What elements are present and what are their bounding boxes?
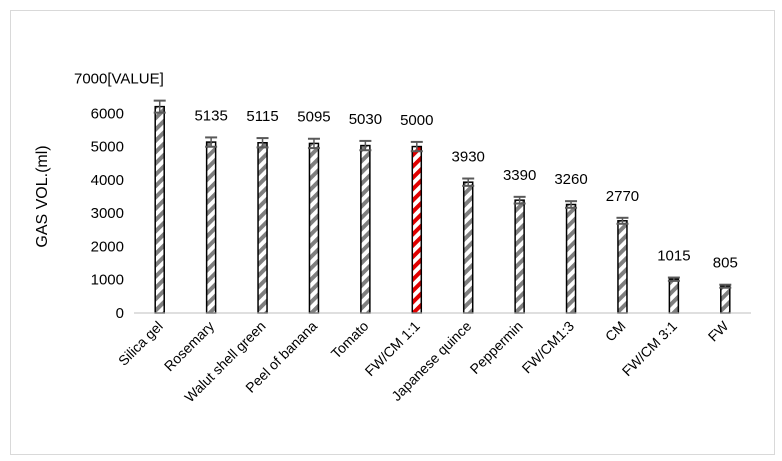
data-label: 3260 xyxy=(554,171,587,188)
data-labels: 7000[VALUE] 5135 5115 5095 5030 5000 3930 3390 3… xyxy=(74,71,738,272)
y-tick-label: 0 xyxy=(116,305,124,322)
data-label: 5000 xyxy=(400,112,433,129)
y-tick-label: 2000 xyxy=(91,238,124,255)
error-bar xyxy=(205,136,218,148)
bar xyxy=(462,181,474,314)
error-bar xyxy=(359,139,372,152)
y-axis: 0 1000 2000 3000 4000 5000 6000 xyxy=(91,105,124,322)
bar xyxy=(514,199,525,314)
error-bar xyxy=(307,137,320,150)
bar xyxy=(308,142,320,314)
data-label: 5030 xyxy=(349,111,382,128)
x-tick-label: Silica gel xyxy=(115,318,166,369)
y-tick-label: 5000 xyxy=(91,139,124,156)
error-bar xyxy=(410,140,423,153)
x-tick-label: CM xyxy=(602,318,629,345)
error-bar xyxy=(667,276,680,282)
x-tick-label: Tomato xyxy=(328,318,372,362)
error-bar xyxy=(462,177,475,187)
y-tick-label: 3000 xyxy=(91,205,124,222)
y-tick-label: 4000 xyxy=(91,172,124,189)
bar xyxy=(720,285,731,314)
bars xyxy=(153,99,732,314)
error-bar xyxy=(153,99,166,114)
x-tick-label: Peppermin xyxy=(467,318,526,377)
data-label: 1015 xyxy=(657,248,690,265)
x-tick-label: FW/CM1:3 xyxy=(519,318,578,377)
bar xyxy=(205,141,217,314)
bar xyxy=(668,278,680,314)
error-bar xyxy=(565,200,578,209)
x-tick-label: FW xyxy=(705,317,732,344)
bar xyxy=(411,145,423,314)
data-label: 7000[VALUE] xyxy=(74,71,164,88)
data-label: 5135 xyxy=(194,107,227,124)
bar xyxy=(257,141,268,314)
data-label: 805 xyxy=(713,255,738,272)
y-tick-label: 6000 xyxy=(91,105,124,122)
y-axis-title: GAS VOL.(ml) xyxy=(34,145,51,247)
error-bar xyxy=(616,216,629,225)
error-bar xyxy=(719,283,732,289)
bar xyxy=(154,105,165,314)
data-label: 5095 xyxy=(297,109,330,126)
y-tick-label: 1000 xyxy=(91,272,124,289)
data-label: 2770 xyxy=(606,188,639,205)
error-bar xyxy=(256,137,269,149)
chart-frame: 0 1000 2000 3000 4000 5000 6000 7000[VALUE] 513… xyxy=(10,10,775,455)
data-label: 3930 xyxy=(452,149,485,166)
error-bar xyxy=(513,195,526,205)
x-tick-label: FW/CM 3:1 xyxy=(619,318,681,380)
bar-chart: 0 1000 2000 3000 4000 5000 6000 7000[VALUE] 513… xyxy=(34,71,751,405)
bar xyxy=(565,203,577,314)
data-label: 5115 xyxy=(246,108,278,125)
bar xyxy=(617,220,628,314)
data-label: 3390 xyxy=(503,167,536,184)
bar xyxy=(360,144,371,314)
